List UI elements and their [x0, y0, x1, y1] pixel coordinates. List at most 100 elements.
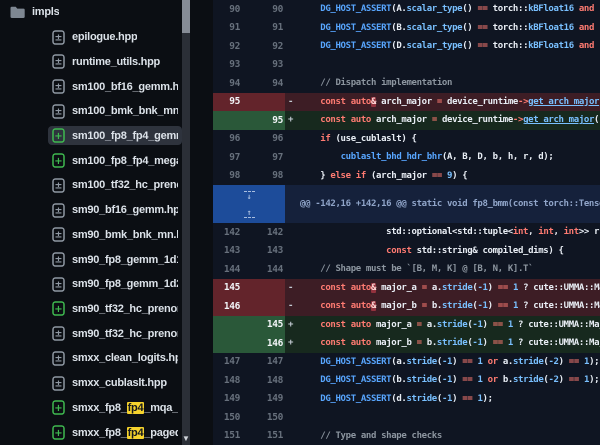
file-item-inner[interactable]: ± sm100_bf16_gemm.hpp: [48, 77, 182, 96]
file-item-inner[interactable]: + sm100_fp8_fp4_mega_...: [48, 151, 182, 170]
code-line[interactable]: // Dispatch implementation: [285, 74, 600, 93]
file-item-inner[interactable]: ± sm90_bmk_bnk_mn.hpp: [48, 225, 182, 244]
code-line[interactable]: DG_HOST_ASSERT (B. scalar_type() == torch:…: [285, 19, 600, 38]
old-line-number[interactable]: 150: [223, 411, 240, 423]
code-line[interactable]: DG_HOST_ASSERT (A. scalar_type() == torch:…: [285, 0, 600, 19]
code-line[interactable]: DG_HOST_ASSERT (D. scalar_type() == torch:…: [285, 37, 600, 56]
diff-gutter[interactable]: 93 93: [213, 56, 285, 75]
file-item-inner[interactable]: ± sm90_tf32_hc_prenor...: [48, 324, 182, 343]
diff-gutter[interactable]: 147 147: [213, 353, 285, 372]
file-item-inner[interactable]: + sm90_tf32_hc_prenor...: [48, 299, 182, 318]
code-line[interactable]: DG_HOST_ASSERT (a. stride(-1) == 1 or a. st…: [285, 353, 600, 372]
diff-gutter[interactable]: 90 90: [213, 0, 285, 19]
old-line-number[interactable]: 90: [229, 3, 240, 15]
new-line-number[interactable]: 94: [272, 77, 283, 89]
file-item-inner[interactable]: ± sm90_bf16_gemm.hpp: [48, 201, 182, 220]
old-line-number[interactable]: 143: [223, 245, 240, 257]
old-line-number[interactable]: 95: [229, 96, 240, 108]
old-line-number[interactable]: 147: [223, 356, 240, 368]
file-item-inner[interactable]: impls: [6, 4, 182, 21]
diff-gutter[interactable]: 95: [213, 92, 285, 111]
code-line[interactable]: [285, 408, 600, 427]
expand-hunk-down-button[interactable]: ↓: [243, 185, 255, 204]
file-item[interactable]: ± sm100_tf32_hc_prenor...: [0, 173, 213, 198]
old-line-number[interactable]: 145: [223, 282, 240, 294]
new-line-number[interactable]: 95: [272, 114, 283, 126]
code-line[interactable]: cublaslt_bhd_hdr_bhr (A, B, D, b, h, r, d…: [285, 148, 600, 167]
code-line[interactable]: const std::string& compiled_dims) {: [285, 242, 600, 261]
diff-gutter[interactable]: 151 151: [213, 427, 285, 445]
old-line-number[interactable]: 94: [229, 77, 240, 89]
file-item-inner[interactable]: ± epilogue.hpp: [48, 28, 182, 47]
new-line-number[interactable]: 90: [272, 3, 283, 15]
code-line[interactable]: DG_HOST_ASSERT (d. stride(-1) == 1);: [285, 390, 600, 409]
file-item[interactable]: ± sm90_fp8_gemm_1d2...: [0, 272, 213, 297]
new-line-number[interactable]: 147: [266, 356, 283, 368]
diff-gutter[interactable]: 146: [213, 334, 285, 353]
file-item[interactable]: ± epilogue.hpp: [0, 25, 213, 50]
old-line-number[interactable]: 96: [229, 133, 240, 145]
old-line-number[interactable]: 149: [223, 393, 240, 405]
old-line-number[interactable]: 91: [229, 22, 240, 34]
new-line-number[interactable]: 143: [266, 245, 283, 257]
new-line-number[interactable]: 98: [272, 170, 283, 182]
file-item[interactable]: + sm100_fp8_fp4_mega_...: [0, 148, 213, 173]
file-item[interactable]: + smxx_fp8_fp4_mqa_lo...: [0, 396, 213, 421]
file-item[interactable]: ± smxx_clean_logits.hpp: [0, 346, 213, 371]
file-item[interactable]: + smxx_fp8_fp4_paged_...: [0, 420, 213, 445]
old-line-number[interactable]: 97: [229, 151, 240, 163]
new-line-number[interactable]: 92: [272, 40, 283, 52]
old-line-number[interactable]: 146: [223, 300, 240, 312]
old-line-number[interactable]: 151: [223, 430, 240, 442]
old-line-number[interactable]: 144: [223, 263, 240, 275]
diff-gutter[interactable]: 148 148: [213, 371, 285, 390]
diff-gutter[interactable]: 145: [213, 278, 285, 297]
code-line[interactable]: + const auto major_a = a. stride(-1) == 1…: [285, 315, 600, 334]
new-line-number[interactable]: 149: [266, 393, 283, 405]
code-line[interactable]: - const auto & major_a = a. stride(-1) == …: [285, 278, 600, 297]
scrollbar-down-icon[interactable]: ▼: [182, 434, 190, 443]
diff-gutter[interactable]: 95: [213, 111, 285, 130]
file-item[interactable]: ± sm90_bmk_bnk_mn.hpp: [0, 222, 213, 247]
new-line-number[interactable]: 96: [272, 133, 283, 145]
diff-gutter[interactable]: 150 150: [213, 408, 285, 427]
expand-hunk-up-button[interactable]: ↑: [243, 204, 255, 223]
diff-gutter[interactable]: 149 149: [213, 390, 285, 409]
code-line[interactable]: // Shape must be `[B, M, K] @ [B, N, K].…: [285, 260, 600, 279]
file-item[interactable]: ± sm90_bf16_gemm.hpp: [0, 198, 213, 223]
new-line-number[interactable]: 148: [266, 374, 283, 386]
new-line-number[interactable]: 91: [272, 22, 283, 34]
old-line-number[interactable]: 93: [229, 59, 240, 71]
file-item[interactable]: ± runtime_utils.hpp: [0, 49, 213, 74]
diff-gutter[interactable]: 146: [213, 297, 285, 316]
diff-gutter[interactable]: 144 144: [213, 260, 285, 279]
old-line-number[interactable]: 98: [229, 170, 240, 182]
file-item[interactable]: ± smxx_cublaslt.hpp: [0, 371, 213, 396]
file-item[interactable]: ± sm90_fp8_gemm_1d1...: [0, 247, 213, 272]
diff-gutter[interactable]: 142 142: [213, 223, 285, 242]
old-line-number[interactable]: 148: [223, 374, 240, 386]
sidebar-scrollbar[interactable]: ▼: [182, 0, 190, 445]
old-line-number[interactable]: 142: [223, 226, 240, 238]
file-item-inner[interactable]: ± sm90_fp8_gemm_1d2...: [48, 275, 182, 294]
new-line-number[interactable]: 142: [266, 226, 283, 238]
code-line[interactable]: + const auto arch_major = device_runtime…: [285, 111, 600, 130]
sidebar-scrollbar-thumb[interactable]: [182, 0, 190, 33]
new-line-number[interactable]: 93: [272, 59, 283, 71]
file-item-inner[interactable]: ± sm100_tf32_hc_prenor...: [48, 176, 182, 195]
file-item-inner[interactable]: + smxx_fp8_fp4_mqa_lo...: [48, 398, 182, 417]
code-line[interactable]: - const auto & arch_major = device_runtim…: [285, 92, 600, 111]
code-line[interactable]: } else if (arch_major == 9) {: [285, 167, 600, 186]
folder-item[interactable]: impls: [0, 0, 213, 25]
diff-gutter[interactable]: 98 98: [213, 167, 285, 186]
code-line[interactable]: DG_HOST_ASSERT (b. stride(-1) == 1 or b. st…: [285, 371, 600, 390]
new-line-number[interactable]: 150: [266, 411, 283, 423]
file-item-inner[interactable]: ± smxx_cublaslt.hpp: [48, 374, 182, 393]
diff-gutter[interactable]: 143 143: [213, 242, 285, 261]
diff-gutter[interactable]: 97 97: [213, 148, 285, 167]
diff-gutter[interactable]: 92 92: [213, 37, 285, 56]
file-item-inner[interactable]: + smxx_fp8_fp4_paged_...: [48, 423, 182, 442]
diff-gutter[interactable]: 91 91: [213, 19, 285, 38]
code-line[interactable]: if (use_cublaslt) {: [285, 130, 600, 149]
file-item-inner[interactable]: ± runtime_utils.hpp: [48, 52, 182, 71]
